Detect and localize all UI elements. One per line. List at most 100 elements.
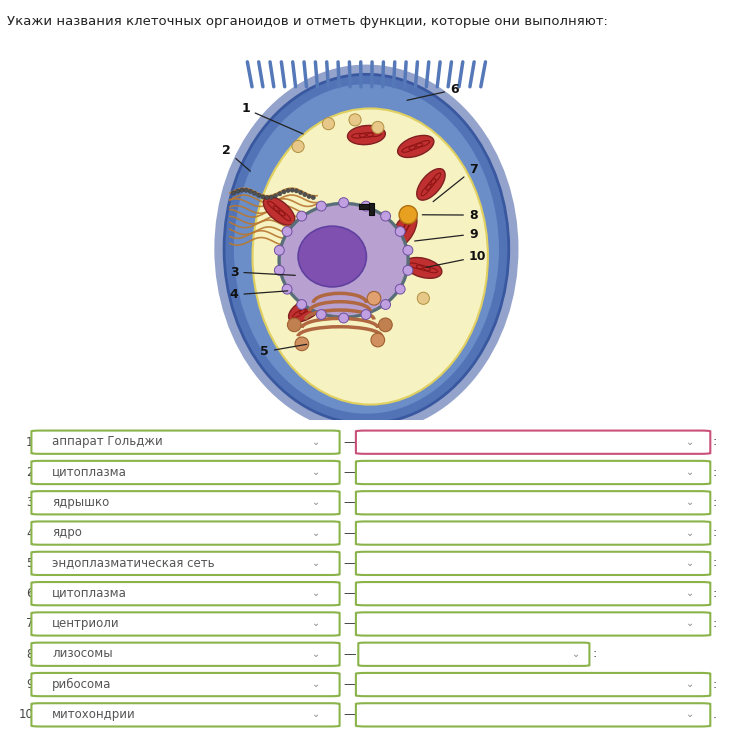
Text: цитоплазма: цитоплазма xyxy=(52,587,127,599)
Text: —: — xyxy=(343,557,356,570)
Circle shape xyxy=(316,201,326,211)
Text: 2.: 2. xyxy=(26,466,37,479)
Circle shape xyxy=(297,299,307,310)
Text: —: — xyxy=(343,526,356,539)
FancyBboxPatch shape xyxy=(31,461,340,484)
Bar xyxy=(370,204,375,215)
Circle shape xyxy=(403,266,413,275)
FancyBboxPatch shape xyxy=(356,491,711,515)
Circle shape xyxy=(274,193,278,198)
Text: рибосома: рибосома xyxy=(52,677,111,691)
Text: ⌄: ⌄ xyxy=(312,437,319,447)
FancyBboxPatch shape xyxy=(356,431,711,454)
FancyBboxPatch shape xyxy=(31,552,340,575)
FancyBboxPatch shape xyxy=(356,461,711,484)
Circle shape xyxy=(282,284,292,294)
Ellipse shape xyxy=(289,297,323,322)
Circle shape xyxy=(381,299,390,310)
Circle shape xyxy=(275,245,284,255)
Text: —: — xyxy=(343,466,356,479)
Text: ⌄: ⌄ xyxy=(686,467,693,477)
Text: ⌄: ⌄ xyxy=(686,588,693,598)
Text: 9.: 9. xyxy=(26,678,37,691)
Ellipse shape xyxy=(253,109,488,404)
Text: :: : xyxy=(712,435,717,448)
Circle shape xyxy=(339,198,349,207)
Text: ⌄: ⌄ xyxy=(686,437,693,447)
FancyBboxPatch shape xyxy=(31,491,340,515)
Circle shape xyxy=(278,192,282,196)
Text: —: — xyxy=(343,708,356,721)
Text: Укажи названия клеточных органоидов и отметь функции, которые они выполняют:: Укажи названия клеточных органоидов и от… xyxy=(7,15,608,28)
Circle shape xyxy=(295,337,309,350)
Text: митохондрии: митохондрии xyxy=(52,708,136,721)
Text: :: : xyxy=(712,526,717,539)
Ellipse shape xyxy=(398,135,434,158)
FancyBboxPatch shape xyxy=(356,612,711,636)
Circle shape xyxy=(248,189,252,193)
Text: ⌄: ⌄ xyxy=(312,588,319,598)
Circle shape xyxy=(295,189,298,193)
Ellipse shape xyxy=(348,126,385,145)
Circle shape xyxy=(361,201,371,211)
Ellipse shape xyxy=(298,226,367,287)
Text: 5.: 5. xyxy=(26,557,37,570)
Circle shape xyxy=(298,191,303,195)
Text: 9: 9 xyxy=(414,228,477,241)
FancyBboxPatch shape xyxy=(31,521,340,545)
Ellipse shape xyxy=(224,74,509,423)
Text: 7.: 7. xyxy=(26,618,37,631)
Text: ⌄: ⌄ xyxy=(686,679,693,689)
Circle shape xyxy=(244,188,248,192)
Circle shape xyxy=(287,318,301,331)
Text: ядро: ядро xyxy=(52,526,82,539)
Circle shape xyxy=(361,310,371,320)
Circle shape xyxy=(303,193,307,196)
Text: 1.: 1. xyxy=(26,436,37,449)
Text: :: : xyxy=(712,587,717,599)
Text: ⌄: ⌄ xyxy=(686,618,693,629)
Circle shape xyxy=(403,245,413,255)
Circle shape xyxy=(261,195,265,199)
Text: —: — xyxy=(343,587,356,600)
Circle shape xyxy=(240,188,244,192)
Text: ⌄: ⌄ xyxy=(686,497,693,507)
Text: 6: 6 xyxy=(407,83,459,100)
Circle shape xyxy=(395,226,405,237)
Text: :: : xyxy=(592,648,597,660)
FancyBboxPatch shape xyxy=(356,582,711,605)
Text: аппарат Гольджи: аппарат Гольджи xyxy=(52,435,163,448)
Circle shape xyxy=(257,193,261,197)
Circle shape xyxy=(292,140,304,153)
Text: 3.: 3. xyxy=(26,496,37,510)
FancyBboxPatch shape xyxy=(31,431,340,454)
Text: —: — xyxy=(343,436,356,449)
FancyBboxPatch shape xyxy=(31,673,340,696)
Text: 3: 3 xyxy=(230,266,295,279)
Text: 8: 8 xyxy=(423,209,477,222)
Bar xyxy=(359,204,370,209)
Circle shape xyxy=(322,118,334,130)
Text: —: — xyxy=(343,496,356,510)
Ellipse shape xyxy=(392,213,417,247)
Text: 5: 5 xyxy=(260,345,307,358)
Text: 4.: 4. xyxy=(26,526,37,539)
Circle shape xyxy=(349,114,361,126)
Text: ⌄: ⌄ xyxy=(686,558,693,568)
Text: ⌄: ⌄ xyxy=(312,467,319,477)
Text: :: : xyxy=(712,466,717,478)
Circle shape xyxy=(395,284,405,294)
Text: :: : xyxy=(712,617,717,630)
Text: 6.: 6. xyxy=(26,587,37,600)
Text: —: — xyxy=(343,618,356,631)
FancyBboxPatch shape xyxy=(356,673,711,696)
Circle shape xyxy=(282,226,292,237)
Text: ⌄: ⌄ xyxy=(312,558,319,568)
Text: ⌄: ⌄ xyxy=(312,679,319,689)
Text: ⌄: ⌄ xyxy=(312,528,319,537)
Circle shape xyxy=(269,195,274,199)
Text: 1: 1 xyxy=(241,102,303,134)
Text: ⌄: ⌄ xyxy=(572,649,580,658)
Circle shape xyxy=(381,211,390,221)
Ellipse shape xyxy=(279,204,408,318)
